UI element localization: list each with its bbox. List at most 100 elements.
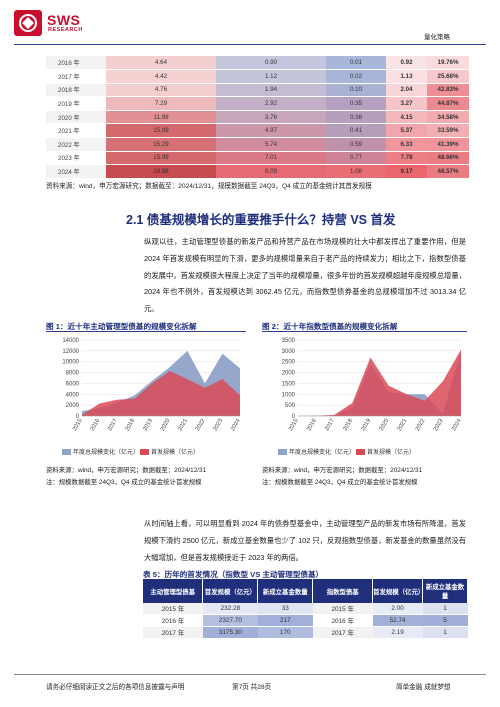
table-row: 2016 年 4.64 0.90 0.01 0.92 19.76% xyxy=(46,56,469,71)
legend-label: 年度总规模变化（亿元） xyxy=(289,448,355,456)
table-cell-value: 0.90 xyxy=(216,56,326,71)
table-cell-value: 9.17 xyxy=(386,164,427,179)
x-tick-label: 2022 xyxy=(195,418,207,432)
figure1-title: 图 1：近十年主动管理型债基的规模变化拆解 xyxy=(46,322,197,331)
legend-swatch xyxy=(356,449,365,455)
table-cell-value: 18.88 xyxy=(106,164,216,179)
x-tick-label: 2019 xyxy=(361,418,373,432)
y-tick-label: 8000 xyxy=(66,371,80,377)
table5-cell: 170 xyxy=(257,626,313,639)
y-tick-label: 1500 xyxy=(282,381,296,387)
table-row: 2024 年 18.88 8.09 1.08 9.17 48.57% xyxy=(46,164,469,179)
table-cell-value: 0.77 xyxy=(326,151,386,166)
table-cell-value: 4.76 xyxy=(106,83,216,98)
table-cell-year: 2020 年 xyxy=(46,110,106,125)
table5-title: 表 5：历年的首发情况（指数型 VS 主动管理型债基） xyxy=(143,570,324,579)
x-tick-label: 2023 xyxy=(213,418,225,432)
y-tick-label: 2000 xyxy=(66,403,80,409)
table-cell-value: 44.87% xyxy=(427,96,469,111)
figure2-title: 图 2：近十年指数型债基的规模变化拆解 xyxy=(262,322,398,331)
y-tick-label: 10000 xyxy=(62,360,79,366)
section-title: 2.1 债基规模增长的重要推手什么？持营 VS 首发 xyxy=(126,213,396,227)
table-cell-year: 2024 年 xyxy=(46,164,106,179)
table-cell-value: 1.08 xyxy=(326,164,386,179)
table-cell-value: 0.10 xyxy=(326,83,386,98)
table-cell-value: 8.09 xyxy=(216,164,326,179)
table-cell-value: 1.94 xyxy=(216,83,326,98)
table-cell-value: 7.29 xyxy=(106,96,216,111)
table-cell-value: 0.41 xyxy=(326,123,386,139)
table5-cell: 232.28 xyxy=(202,603,258,616)
table5-cell: 2015 年 xyxy=(312,603,373,616)
table-row: 2018 年 4.76 1.94 0.10 2.04 42.83% xyxy=(46,83,469,98)
table-cell-value: 15.29 xyxy=(106,137,216,152)
table5-cell: 2015 年 xyxy=(143,603,203,616)
table-row: 2016 年 2327.70 217 2016 年 52.74 5 xyxy=(143,614,468,628)
table-cell-year: 2017 年 xyxy=(46,69,106,84)
table-cell-value: 33.59% xyxy=(427,123,469,139)
legend-label: 首发规模（亿元） xyxy=(151,448,199,456)
y-tick-label: 6000 xyxy=(66,381,80,387)
table-cell-value: 5.37 xyxy=(386,123,427,139)
table-cell-value: 48.57% xyxy=(427,164,469,179)
report-category: 量化策略 xyxy=(424,34,450,41)
x-tick-label: 2018 xyxy=(342,418,354,432)
paragraph-1: 纵观以往，主动管理型债基的新发产品和持营产品在市场规模的壮大中都发挥出了重要作用… xyxy=(144,237,466,314)
table-cell-value: 2.92 xyxy=(216,96,326,111)
table-row: 2020 年 11.99 3.76 0.38 4.15 34.58% xyxy=(46,110,469,125)
x-tick-label: 2022 xyxy=(415,418,427,432)
table5-cell: 1 xyxy=(422,603,468,616)
x-tick-label: 2023 xyxy=(433,418,445,432)
legend-swatch xyxy=(278,449,287,455)
table-cell-value: 15.99 xyxy=(106,151,216,166)
table5-cell: 1 xyxy=(422,626,468,639)
table5-header: 新成立基金数量 xyxy=(257,579,314,603)
paragraph-2: 从时间轴上看，可以明显看到 2024 年的债券型基金中，主动管理型产品的新发市场… xyxy=(144,519,466,562)
y-tick-label: 12000 xyxy=(62,349,79,355)
table-cell-value: 1.13 xyxy=(386,69,427,84)
footer-disclaimer: 请务必仔细阅读正文之后的各项信息披露与声明 xyxy=(46,684,185,691)
table5-cell: 2.00 xyxy=(372,603,423,616)
y-tick-label: 14000 xyxy=(62,338,79,344)
table-cell-year: 2018 年 xyxy=(46,83,106,98)
y-tick-label: 2000 xyxy=(282,371,296,377)
x-tick-label: 2024 xyxy=(230,417,242,432)
table-cell-value: 7.01 xyxy=(216,151,326,166)
x-tick-label: 2015 xyxy=(288,418,300,432)
y-tick-label: 0 xyxy=(292,414,296,420)
table-row: 2022 年 15.29 5.74 0.59 6.33 41.39% xyxy=(46,137,469,152)
series-area-1 xyxy=(298,349,461,416)
figure1-chart: 0 2000 4000 6000 8000 10000 12000 14000 2015 2016… xyxy=(46,334,246,469)
table-cell-value: 4.15 xyxy=(386,110,427,125)
figure1-note: 资料来源：wind，申万宏源研究；数据截至：2024/12/31 注：规模数据截… xyxy=(46,467,207,487)
table-row: 2019 年 7.29 2.92 0.35 3.27 44.87% xyxy=(46,96,469,111)
table-cell-value: 11.99 xyxy=(106,110,216,125)
table-cell-value: 48.66% xyxy=(427,151,469,166)
table-cell-year: 2016 年 xyxy=(46,56,106,71)
table-cell-value: 3.27 xyxy=(386,96,427,111)
series-area-1 xyxy=(82,370,240,416)
table-cell-value: 0.01 xyxy=(326,56,386,71)
table-cell-value: 7.78 xyxy=(386,151,427,166)
footer-divider xyxy=(14,674,486,675)
table5-header: 主动管理型债基 xyxy=(143,579,204,603)
legend-label: 首发规模（亿元） xyxy=(367,448,415,456)
table-source-note: 资料来源：wind，申万宏源研究；数据截至：2024/12/31，规模数据截至 … xyxy=(46,183,372,190)
x-tick-label: 2020 xyxy=(379,418,391,432)
footer-slogan: 简单金融 成就梦想 xyxy=(396,684,451,691)
table-cell-value: 42.83% xyxy=(427,83,469,98)
table-cell-value: 0.02 xyxy=(326,69,386,84)
x-tick-label: 2021 xyxy=(177,418,189,432)
x-tick-label: 2018 xyxy=(125,418,137,432)
table-cell-value: 4.64 xyxy=(106,56,216,71)
y-tick-label: 3500 xyxy=(282,338,296,344)
y-tick-label: 500 xyxy=(285,403,296,409)
table-cell-year: 2019 年 xyxy=(46,96,106,111)
figure2-divider xyxy=(262,331,467,332)
table5-cell: 3175.30 xyxy=(202,626,258,639)
table5-header: 首发规模（亿元） xyxy=(372,579,424,603)
y-tick-label: 3000 xyxy=(282,349,296,355)
table-cell-value: 2.04 xyxy=(386,83,427,98)
y-tick-label: 0 xyxy=(76,414,80,420)
legend-swatch xyxy=(62,449,71,455)
